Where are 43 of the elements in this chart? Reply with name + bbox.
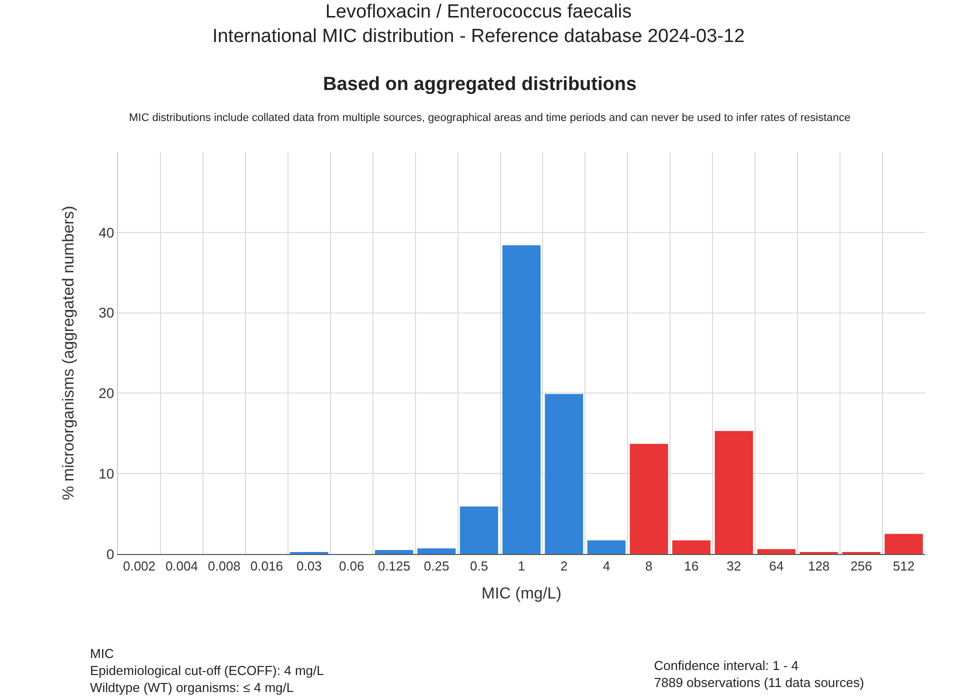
x-tick-label: 0.004	[165, 558, 198, 574]
x-axis-title: MIC (mg/L)	[482, 585, 562, 602]
y-tick-label: 40	[98, 224, 114, 240]
bar	[417, 548, 456, 554]
chart-subtitle: International MIC distribution - Reference database 2024-03-12	[212, 26, 745, 48]
x-tick-label: 512	[892, 558, 915, 574]
bar	[714, 430, 753, 554]
text: MIC Epidemiological cut-off (ECOFF): 4 mg/L Wildtype (WT) organisms: ≤ 4 mg/L	[90, 646, 324, 695]
x-tick-label: 256	[850, 558, 872, 574]
bar	[757, 549, 796, 554]
bar	[502, 245, 541, 554]
x-tick-label: 0.008	[208, 558, 240, 574]
x-tick-label: 0.06	[338, 558, 364, 574]
bar	[460, 506, 498, 554]
y-tick-label: 10	[98, 466, 114, 482]
y-tick-label: 30	[98, 304, 114, 321]
chart-title: Levofloxacin / Enterococcus faecalis	[325, 1, 632, 22]
bar	[630, 444, 668, 554]
x-tick-label: 16	[684, 558, 699, 574]
x-tick-label: 4	[602, 558, 610, 574]
x-tick-label: 128	[808, 558, 830, 574]
x-tick-label: 2	[560, 558, 568, 574]
x-tick-label: 0.5	[470, 558, 488, 574]
x-tick-label: 8	[645, 558, 653, 574]
x-tick-label: 1	[518, 558, 526, 574]
x-tick-label: 0.016	[250, 558, 283, 574]
x-tick-label: 32	[726, 558, 742, 574]
bar	[672, 540, 711, 554]
x-tick-label: 0.002	[122, 558, 156, 574]
bar	[374, 550, 414, 554]
text: Confidence interval: 1 - 4 7889 observations (11 data sources)	[654, 658, 864, 690]
x-tick-label: 0.03	[296, 558, 322, 574]
bar	[587, 540, 626, 554]
bar	[884, 534, 923, 554]
x-tick-label: 64	[769, 558, 784, 574]
x-tick-label: 0.25	[424, 558, 450, 574]
y-axis-title: % microorganisms (aggregated numbers)	[60, 206, 78, 500]
y-tick-label: 20	[98, 385, 114, 402]
text: Based on aggregated distributions	[323, 74, 637, 95]
y-tick-label: 0	[106, 546, 114, 562]
text: MIC distributions include collated data from multiple sources, geographical areas and time periods and can never be used to infer rates of resistance	[129, 112, 850, 124]
x-tick-label: 0.125	[378, 558, 410, 574]
bar	[544, 394, 584, 554]
